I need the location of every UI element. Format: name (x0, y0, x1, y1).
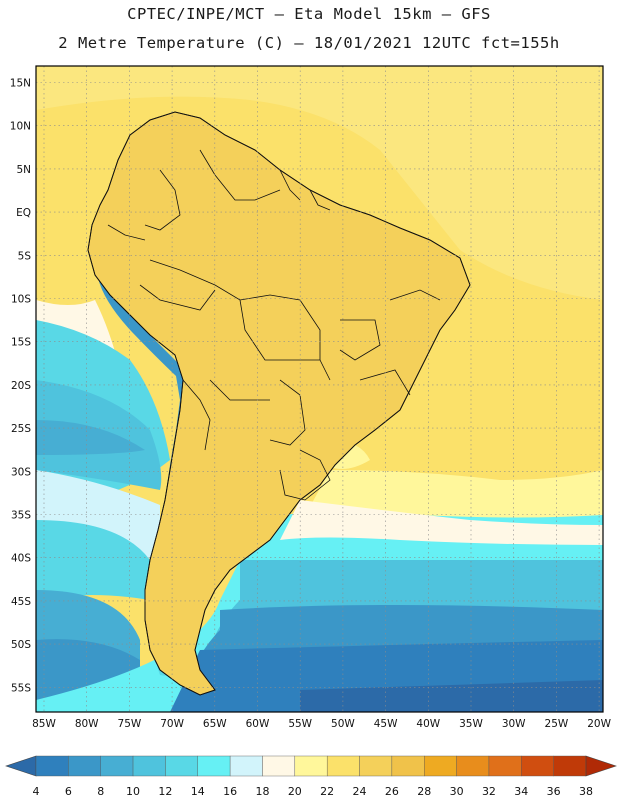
colorbar-swatch (165, 755, 198, 777)
colorbar-tick-label: 24 (353, 785, 367, 798)
lat-lon-grid (36, 66, 603, 712)
colorbar-swatch (262, 755, 296, 777)
longitude-labels: 85W 80W 75W 70W 65W 60W 55W 50W 45W 40W 35W 30W 25W 2… (32, 718, 611, 730)
colorbar-swatch (294, 755, 328, 777)
map-frame (35, 65, 604, 713)
colorbar-tick-label: 34 (514, 785, 528, 798)
colorbar-swatch (35, 755, 69, 777)
colorbar-swatch (488, 755, 522, 777)
country-borders (87, 111, 471, 696)
colorbar-tick-label: 38 (579, 785, 593, 798)
colorbar-tick-label: 8 (97, 785, 104, 798)
lat-label: 40S (11, 553, 31, 565)
colorbar-swatch (100, 755, 134, 777)
colorbar-swatch (197, 755, 231, 777)
lon-label: 45W (374, 718, 398, 730)
colorbar-low-extend (5, 755, 37, 777)
lon-label: 80W (75, 718, 99, 730)
colorbar-swatch (132, 755, 166, 777)
lon-label: 50W (331, 718, 355, 730)
colorbar-high-extend (585, 755, 617, 777)
colorbar-tick-label: 16 (223, 785, 237, 798)
lon-label: 55W (288, 718, 312, 730)
lat-label: 10N (10, 121, 31, 133)
lon-label: 75W (118, 718, 142, 730)
colorbar-tick-label: 4 (33, 785, 40, 798)
lon-label: 40W (416, 718, 440, 730)
map-title-line-2: 2 Metre Temperature (C) – 18/01/2021 12U… (58, 34, 560, 52)
lat-label: EQ (16, 207, 31, 219)
lat-label: 55S (11, 682, 31, 694)
colorbar-tick-label: 26 (385, 785, 399, 798)
colorbar-labels: 4 6 8 10 12 14 16 18 20 22 24 26 28 30 32 34 36 38 (33, 785, 594, 798)
colorbar-swatch (456, 755, 490, 777)
lon-label: 20W (587, 718, 611, 730)
colorbar-swatch (229, 755, 263, 777)
lat-label: 10S (11, 294, 31, 306)
lat-label: 15N (10, 78, 31, 90)
colorbar-swatch (391, 755, 425, 777)
lon-label: 70W (160, 718, 184, 730)
lon-label: 30W (502, 718, 526, 730)
lat-label: 50S (11, 639, 31, 651)
colorbar-tick-label: 6 (65, 785, 72, 798)
lat-label: 30S (11, 466, 31, 478)
lat-label: 45S (11, 596, 31, 608)
colorbar-swatch (68, 755, 101, 777)
colorbar-swatch (326, 755, 360, 777)
colorbar (5, 755, 617, 777)
colorbar-swatch (424, 755, 457, 777)
colorbar-tick-label: 10 (126, 785, 140, 798)
lon-label: 65W (203, 718, 227, 730)
colorbar-swatch (521, 755, 554, 777)
lat-label: 35S (11, 510, 31, 522)
colorbar-swatch (553, 755, 587, 777)
lat-label: 5S (18, 250, 32, 262)
colorbar-swatch (359, 755, 393, 777)
colorbar-tick-label: 14 (191, 785, 205, 798)
lat-label: 20S (11, 380, 31, 392)
colorbar-tick-label: 28 (417, 785, 431, 798)
lon-label: 35W (459, 718, 483, 730)
colorbar-tick-label: 12 (158, 785, 172, 798)
latitude-labels: 15N 10N 5N EQ 5S 10S 15S 20S 25S 30S 35S 40S 45S 50S 5… (10, 78, 32, 695)
lon-label: 25W (545, 718, 569, 730)
map-title-line-1: CPTEC/INPE/MCT – Eta Model 15km – GFS (127, 5, 491, 23)
colorbar-tick-label: 18 (255, 785, 269, 798)
colorbar-tick-label: 20 (288, 785, 302, 798)
colorbar-tick-label: 22 (320, 785, 334, 798)
lon-label: 85W (32, 718, 56, 730)
colorbar-tick-label: 36 (547, 785, 561, 798)
lat-label: 15S (11, 337, 31, 349)
lat-label: 25S (11, 423, 31, 435)
lat-label: 5N (16, 164, 31, 176)
colorbar-tick-label: 32 (482, 785, 496, 798)
lon-label: 60W (246, 718, 270, 730)
colorbar-tick-label: 30 (450, 785, 464, 798)
